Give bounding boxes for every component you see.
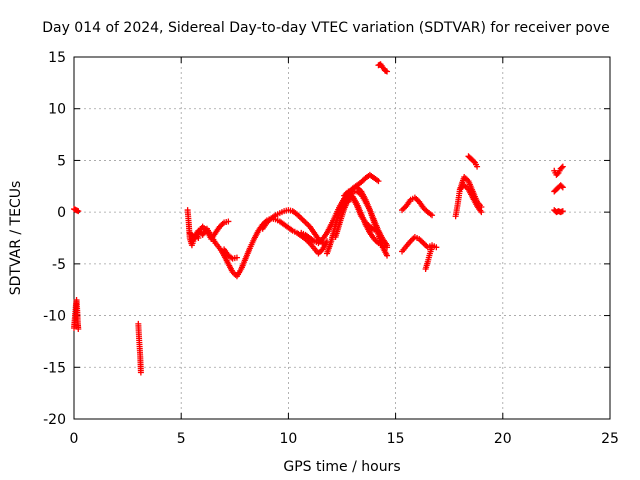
x-tick-label: 0 — [70, 431, 79, 447]
data-point — [413, 196, 420, 203]
data-point — [558, 183, 565, 190]
data-point — [75, 326, 82, 333]
data-point — [301, 218, 308, 225]
data-point — [400, 205, 407, 212]
x-tick-label: 20 — [494, 431, 512, 447]
data-point — [384, 252, 391, 259]
y-tick-label: 10 — [48, 102, 66, 118]
chart-title: Day 014 of 2024, Sidereal Day-to-day VTE… — [42, 20, 610, 36]
data-point — [303, 220, 310, 227]
y-tick-label: -10 — [43, 309, 66, 325]
y-tick-label: 15 — [48, 50, 66, 66]
data-point — [470, 158, 477, 165]
y-axis-label: SDTVAR / TECUs — [8, 181, 24, 296]
data-point — [474, 163, 481, 170]
x-tick-label: 25 — [601, 431, 619, 447]
data-point — [559, 208, 566, 215]
x-tick-label: 5 — [177, 431, 186, 447]
tick-labels: 0 5 10 15 20 25 15 10 5 0 -5 -10 -15 -20 — [43, 50, 619, 447]
data-point — [298, 215, 305, 222]
x-tick-label: 15 — [387, 431, 405, 447]
y-tick-label: 5 — [57, 153, 66, 169]
data-point — [558, 164, 565, 171]
data-point — [429, 212, 436, 219]
y-tick-label: -20 — [43, 412, 66, 428]
data-point — [296, 213, 303, 220]
data-point — [559, 184, 566, 191]
y-tick-label: -15 — [43, 360, 66, 376]
plot-area-frame — [73, 56, 611, 420]
x-tick-label: 10 — [279, 431, 297, 447]
data-point — [420, 240, 427, 247]
y-tick-label: -5 — [52, 257, 66, 273]
y-tick-label: 0 — [57, 205, 66, 221]
data-point — [559, 163, 566, 170]
data-point — [478, 209, 485, 216]
data-point — [299, 216, 306, 223]
data-point — [225, 218, 232, 225]
axis-ticks — [73, 56, 611, 420]
data-point — [302, 219, 309, 226]
grid-lines — [74, 57, 610, 419]
data-point — [429, 244, 436, 251]
data-point — [375, 228, 382, 235]
x-axis-label: GPS time / hours — [283, 459, 400, 475]
data-point — [137, 369, 144, 376]
data-point — [384, 68, 391, 75]
data-point — [375, 178, 382, 185]
data-point — [75, 208, 82, 215]
data-point — [233, 254, 240, 261]
data-points — [71, 61, 566, 376]
data-point — [554, 170, 561, 177]
data-point — [419, 238, 426, 245]
